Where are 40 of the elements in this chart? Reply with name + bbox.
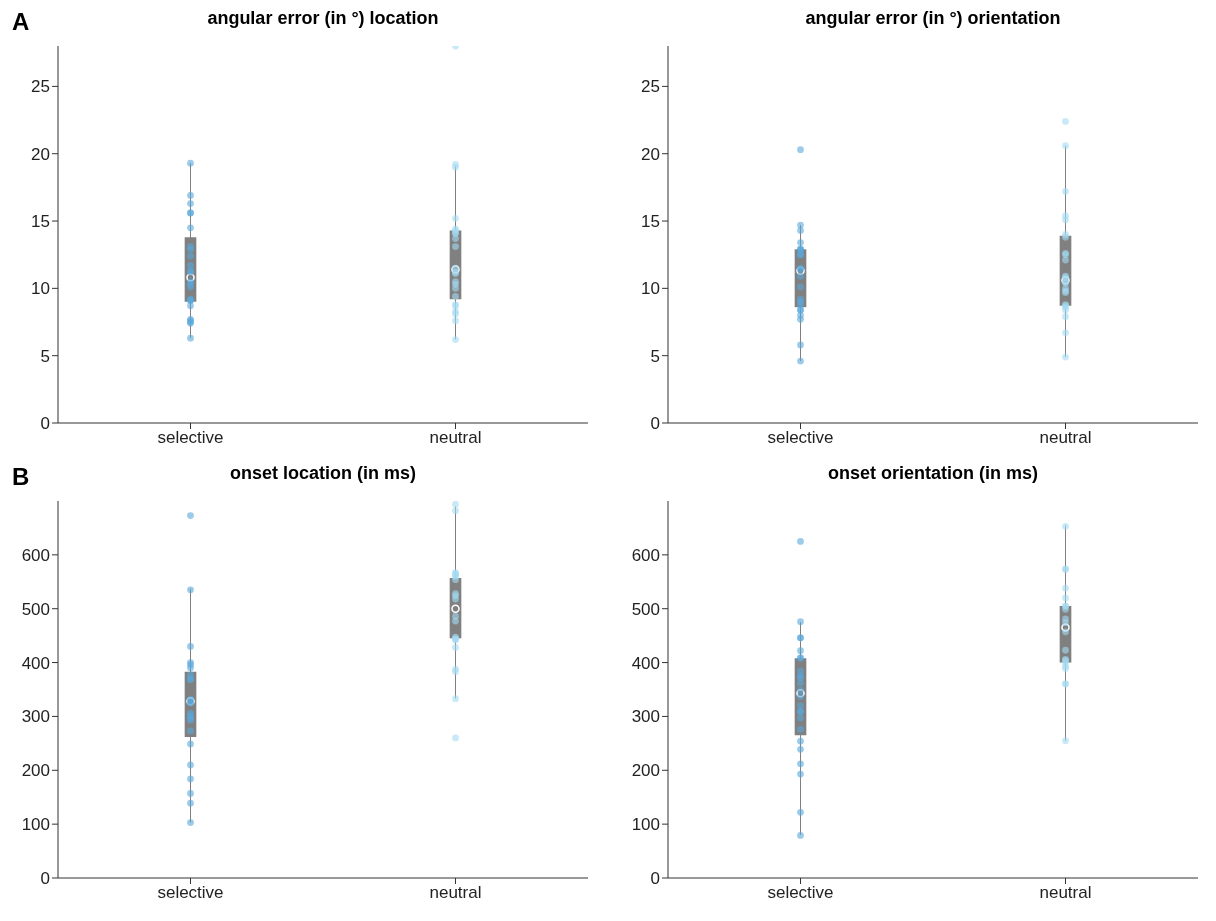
chart-title: onset location (in ms) [229,463,416,483]
y-tick-label: 5 [650,346,660,366]
text: B [12,463,30,491]
y-tick-label: 20 [31,144,50,164]
y-tick-label: 15 [31,212,50,232]
y-tick-label: 400 [631,653,660,673]
chart-title: onset orientation (in ms) [827,463,1039,484]
y-tick-label: 100 [631,815,660,835]
y-tick-label: 5 [40,346,50,366]
y-tick-label: 200 [21,761,50,781]
y-tick-label: 0 [40,869,50,889]
y-tick-label: 500 [21,599,50,619]
y-tick-label: 600 [21,545,50,565]
y-tick-label: 0 [650,869,660,889]
y-tick-label: 25 [641,77,660,97]
y-tick-label: 10 [641,279,660,299]
y-tick-label: 500 [631,599,660,619]
y-tick-label: 200 [631,761,660,781]
y-tick-label: 600 [631,545,660,565]
chart-title: angular error (in °) orientation [804,8,1062,29]
y-tick-label: 300 [631,707,660,727]
x-tick-label: selective [767,883,834,903]
y-tick-label: 400 [21,653,50,673]
y-tick-label: 15 [641,212,660,232]
x-tick-label: neutral [1039,428,1092,448]
x-tick-label: neutral [429,428,482,448]
x-tick-label: selective [157,428,224,448]
y-tick-label: 300 [21,707,50,727]
chart-title: angular error (in °) location [207,8,439,28]
y-tick-label: 25 [31,77,50,97]
text: A [12,8,30,36]
x-tick-label: neutral [1039,883,1092,903]
y-tick-label: 10 [31,279,50,299]
x-tick-label: selective [157,883,224,903]
y-tick-label: 100 [21,815,50,835]
y-tick-label: 0 [40,414,50,434]
x-tick-label: selective [767,428,834,448]
y-tick-label: 0 [650,414,660,434]
y-tick-label: 20 [641,144,660,164]
x-tick-label: neutral [429,883,482,903]
